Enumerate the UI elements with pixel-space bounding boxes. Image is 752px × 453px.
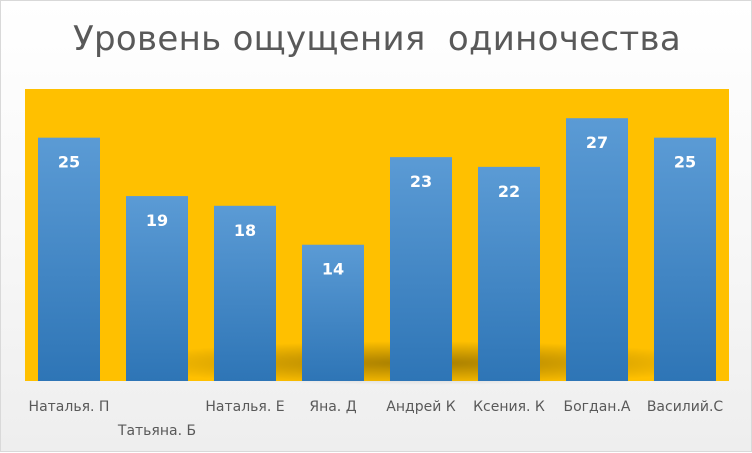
data-label-5: 23	[410, 172, 432, 191]
bar-8	[654, 137, 716, 381]
bar-1	[38, 137, 100, 381]
data-label-8: 25	[674, 153, 696, 172]
bars	[38, 118, 716, 381]
data-label-2: 19	[146, 211, 168, 230]
category-label-1: Наталья. П	[29, 399, 110, 415]
category-label-2: Татьяна. Б	[117, 423, 196, 439]
data-label-1: 25	[58, 153, 80, 172]
category-label-6: Ксения. К	[473, 399, 545, 415]
data-label-7: 27	[586, 133, 608, 152]
data-label-3: 18	[234, 221, 256, 240]
category-label-3: Наталья. Е	[205, 399, 284, 415]
bar-7	[566, 118, 628, 381]
category-label-7: Богдан.А	[564, 399, 631, 415]
category-labels: Наталья. П Татьяна. Б Наталья. Е Яна. Д Андр…	[29, 399, 724, 439]
bar-5	[390, 157, 452, 381]
bar-3	[214, 205, 276, 381]
category-label-5: Андрей К	[386, 399, 455, 415]
bar-4	[302, 244, 364, 381]
data-labels: 25 19 18 14 23 22 27 25	[58, 133, 696, 279]
data-label-4: 14	[322, 260, 344, 279]
bar-2	[126, 196, 188, 381]
category-label-8: Василий.С	[647, 399, 724, 415]
data-label-6: 22	[498, 182, 520, 201]
bar-6	[478, 166, 540, 381]
chart-title: Уровень ощущения одиночества	[73, 19, 681, 59]
category-label-4: Яна. Д	[309, 399, 356, 415]
